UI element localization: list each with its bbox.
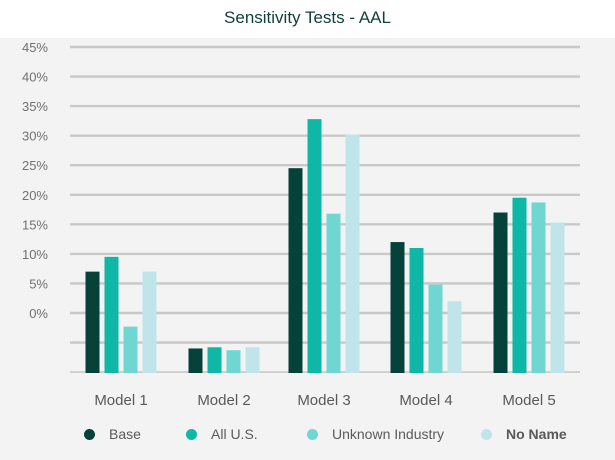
legend-swatch	[307, 428, 318, 440]
y-tick-label: 10%	[22, 247, 48, 262]
bar-base	[288, 168, 303, 373]
legend-label: All U.S.	[211, 426, 258, 442]
x-tick-label: Model 3	[297, 392, 350, 409]
chart-legend: Base All U.S. Unknown Industry No Name	[80, 426, 610, 448]
y-tick-label: 45%	[22, 40, 48, 55]
y-tick-label: 15%	[22, 217, 48, 232]
bar-no-name	[142, 271, 157, 373]
bar-all-u-s-	[207, 347, 222, 373]
y-tick-label: 30%	[22, 129, 48, 144]
legend-label: Base	[109, 426, 141, 442]
bar-base	[85, 271, 100, 373]
y-tick-label: 5%	[29, 276, 48, 291]
legend-swatch	[481, 428, 492, 440]
y-tick-label: 40%	[22, 70, 48, 85]
bar-unknown-industry	[226, 350, 241, 373]
bar-all-u-s-	[307, 119, 322, 373]
legend-label: No Name	[506, 426, 567, 442]
y-tick-label: 0%	[29, 306, 48, 321]
x-tick-label: Model 5	[502, 392, 555, 409]
bar-unknown-industry	[326, 213, 341, 373]
legend-swatch	[84, 428, 95, 440]
bar-no-name	[245, 347, 260, 373]
bar-no-name	[550, 222, 565, 373]
legend-label: Unknown Industry	[332, 426, 445, 442]
x-tick-label: Model 4	[399, 392, 452, 409]
x-tick-label: Model 1	[94, 392, 147, 409]
legend-item: All U.S.	[186, 426, 258, 442]
bar-no-name	[345, 134, 360, 373]
y-tick-label: 25%	[22, 158, 48, 173]
legend-swatch	[186, 428, 197, 440]
bar-all-u-s-	[104, 256, 119, 373]
legend-item: No Name	[481, 426, 567, 442]
bar-unknown-industry	[123, 326, 138, 373]
bar-all-u-s-	[512, 197, 527, 373]
bar-no-name	[447, 301, 462, 373]
x-tick-label: Model 2	[197, 392, 250, 409]
y-tick-label: 35%	[22, 99, 48, 114]
legend-item: Base	[84, 426, 141, 442]
bar-unknown-industry	[531, 202, 546, 373]
bar-unknown-industry	[428, 284, 443, 373]
bar-base	[390, 242, 405, 373]
bar-all-u-s-	[409, 247, 424, 373]
chart-title: Sensitivity Tests - AAL	[224, 8, 391, 27]
bar-base	[188, 348, 203, 373]
legend-item: Unknown Industry	[307, 426, 444, 442]
bar-base	[493, 212, 508, 373]
y-tick-label: 20%	[22, 188, 48, 203]
